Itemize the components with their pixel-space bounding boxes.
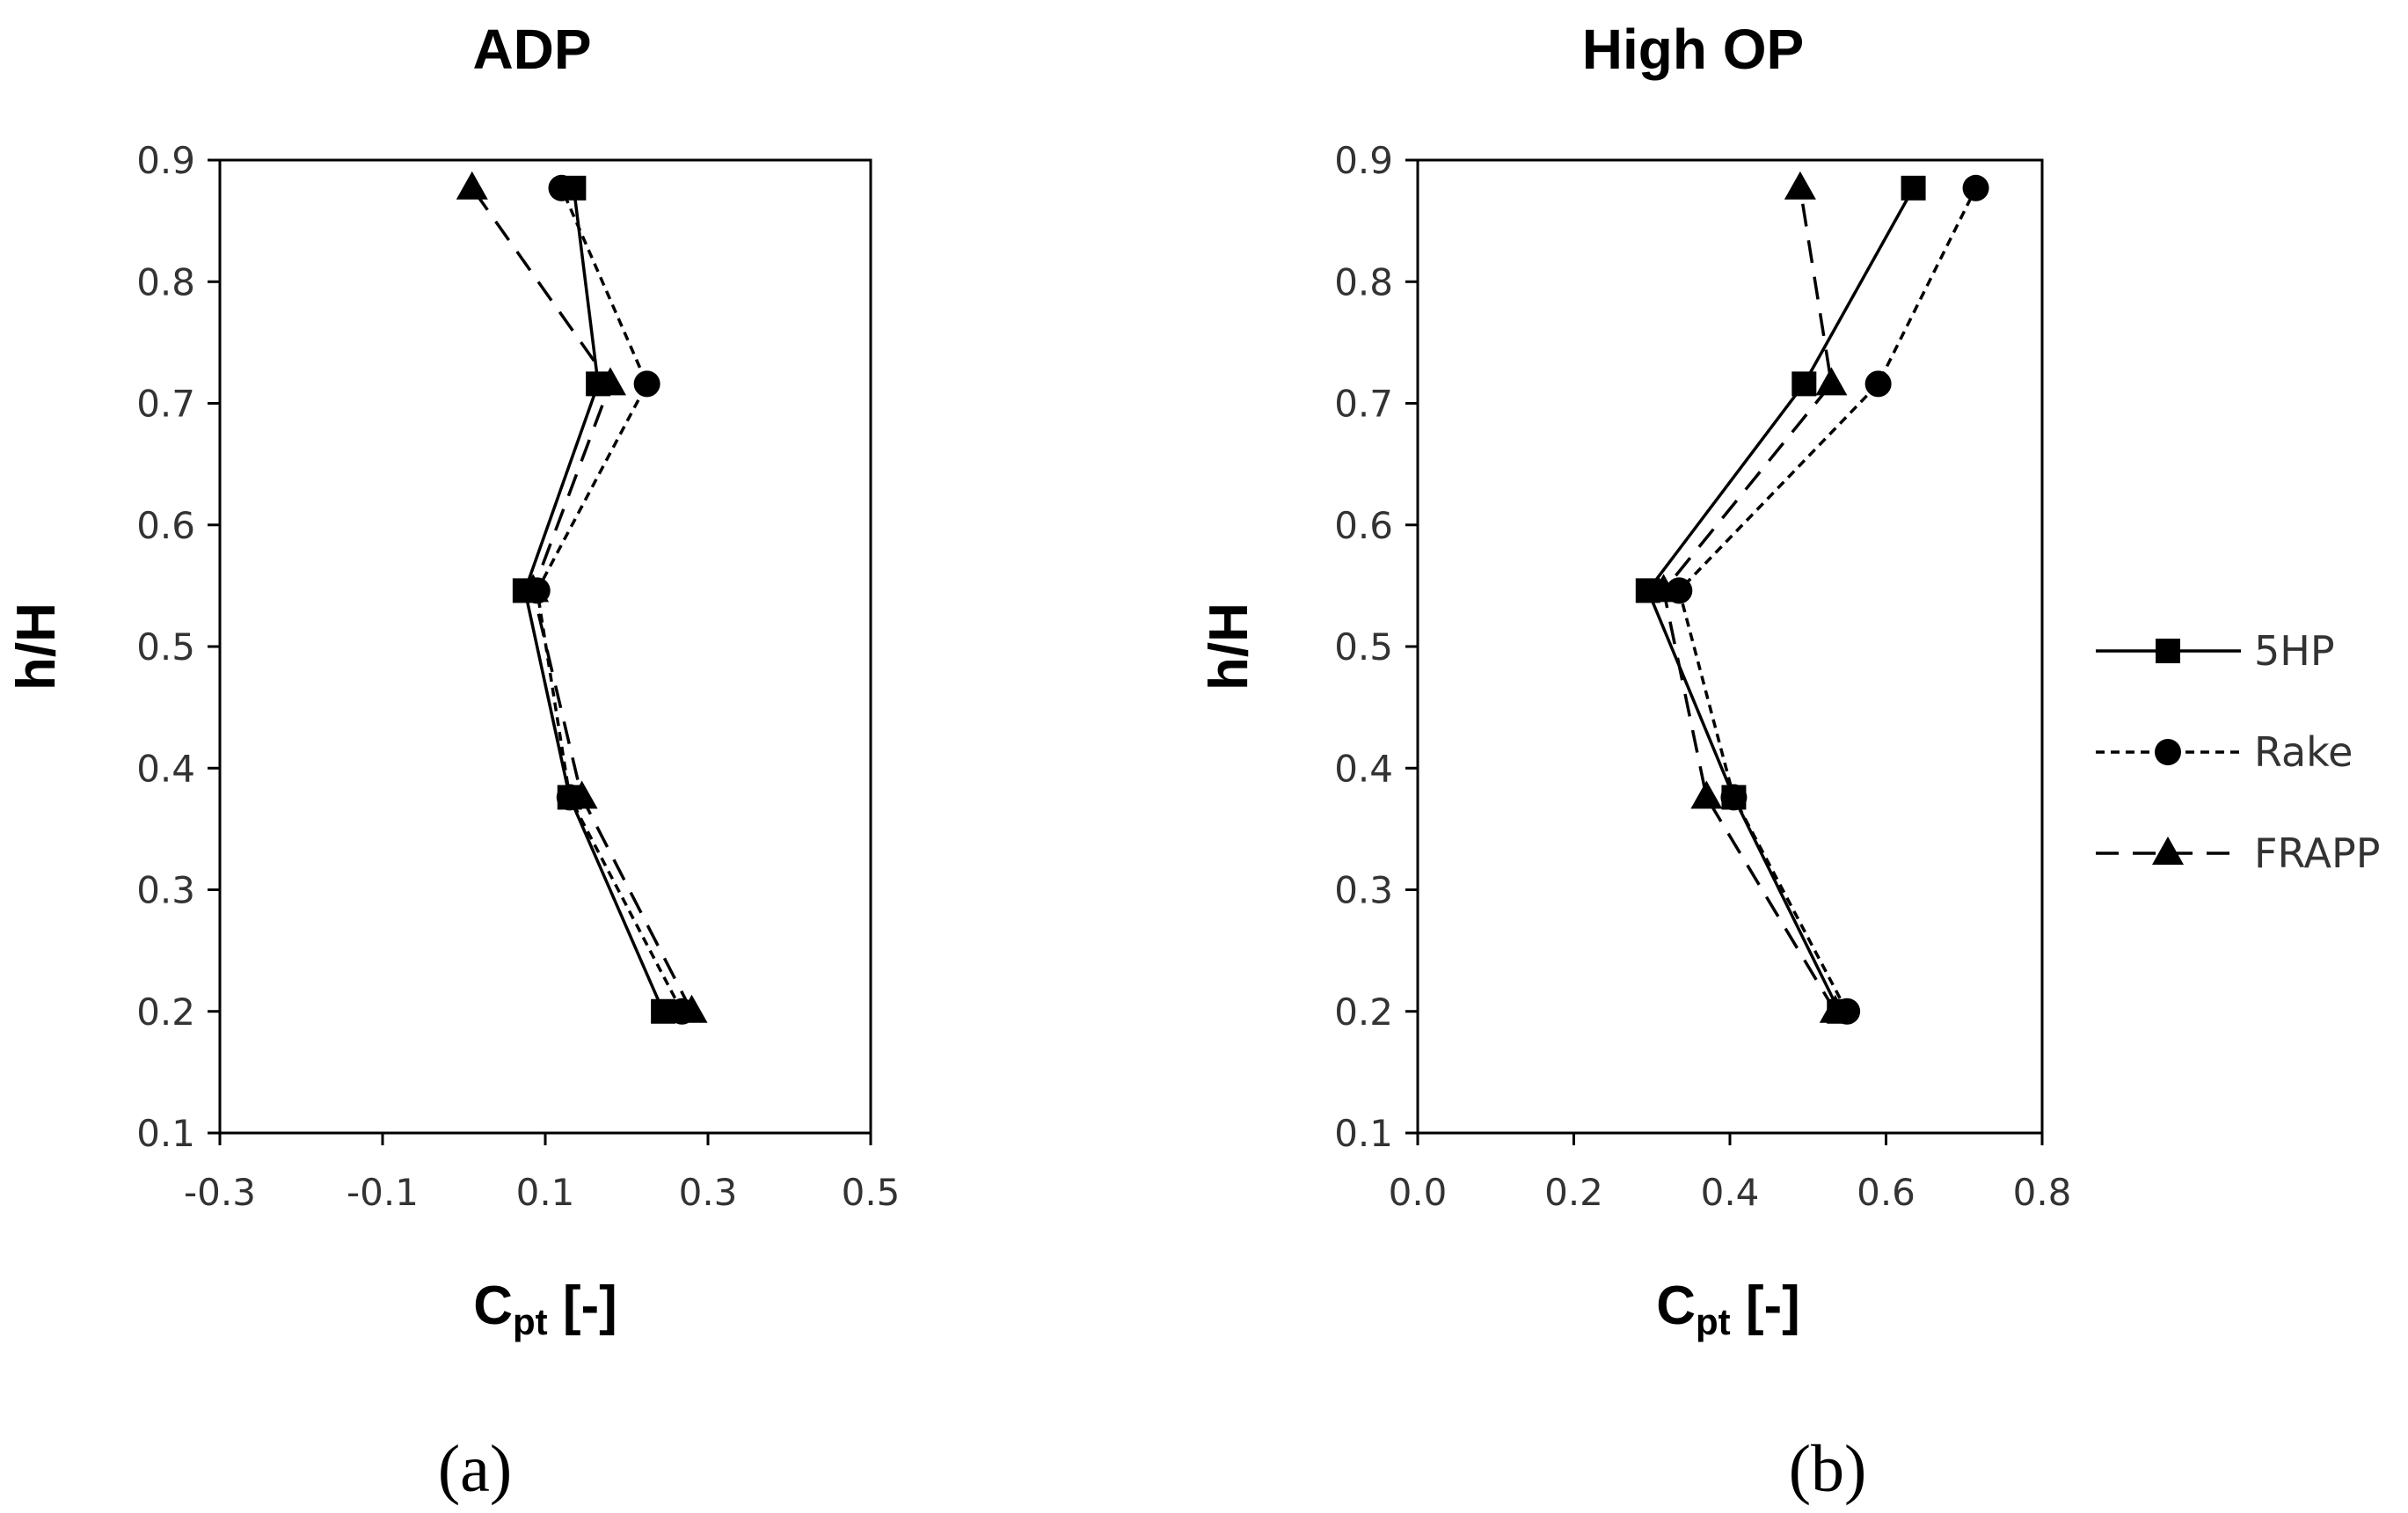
y-tick-label: 0.4	[1334, 747, 1393, 790]
legend-marker-frapp	[2152, 837, 2184, 865]
legend-label-frapp: FRAPP	[2254, 830, 2381, 877]
y-tick-label: 0.9	[1334, 139, 1393, 182]
chart-high-op: High OP 0.1 0.2 0.3 0.4 0.5 0.6 0.7 0.8 0.9 0.0 0…	[1199, 18, 2071, 1506]
y-tick-label: 0.4	[136, 747, 195, 790]
data-point-rake	[1864, 370, 1892, 398]
legend-marker-5hp	[2156, 639, 2180, 663]
legend-label-5hp: 5HP	[2254, 627, 2335, 675]
chart-adp: ADP 0.1 0.2 0.3 0.4 0.5 0.6 0.7 0.8 0.9 -0.3 -0.1…	[6, 18, 900, 1506]
panel-caption-b: (b)	[1789, 1432, 1867, 1506]
data-point-frapp	[1647, 574, 1680, 603]
y-tick-label: 0.3	[1334, 869, 1393, 912]
y-tick-label: 0.3	[136, 869, 195, 912]
data-point-rake	[1720, 784, 1748, 811]
y-tick-label: 0.1	[1334, 1112, 1393, 1155]
y-tick-label: 0.2	[136, 990, 195, 1034]
plot-frame	[1416, 158, 2044, 1135]
chart-title: High OP	[1582, 18, 1804, 81]
x-tick-label: 0.3	[679, 1171, 738, 1214]
legend-marker-rake	[2155, 739, 2181, 765]
y-tick-label: 0.6	[1334, 504, 1393, 547]
legend-label-rake: Rake	[2254, 728, 2353, 776]
panel-caption-a: (a)	[438, 1432, 512, 1506]
y-tick-label: 0.6	[136, 504, 195, 547]
x-tick-label: 0.6	[1857, 1171, 1915, 1214]
x-axis-label: Cpt [-]	[473, 1275, 617, 1342]
data-point-frapp	[675, 994, 708, 1023]
x-tick-label: 0.1	[516, 1171, 575, 1214]
data-point-frapp	[1690, 780, 1723, 809]
y-tick-label: 0.9	[136, 139, 195, 182]
data-point-frapp	[517, 574, 550, 603]
x-tick-label: -0.3	[184, 1171, 256, 1214]
data-point-frapp	[1784, 171, 1816, 200]
data-point-frapp	[566, 780, 598, 809]
y-tick-label: 0.5	[1334, 625, 1393, 669]
plot-frame	[218, 158, 872, 1135]
data-point-rake	[633, 370, 660, 398]
x-tick-label: -0.1	[347, 1171, 419, 1214]
y-axis-label: h/H	[1199, 603, 1259, 691]
chart-title: ADP	[472, 18, 591, 81]
y-tick-label: 0.1	[136, 1112, 195, 1155]
y-tick-label: 0.8	[136, 260, 195, 303]
x-tick-label: 0.8	[2013, 1171, 2072, 1214]
y-axis-label: h/H	[6, 603, 67, 691]
x-tick-label: 0.2	[1544, 1171, 1603, 1214]
data-point-5hp	[1791, 371, 1817, 397]
data-point-rake	[548, 174, 575, 201]
y-tick-label: 0.7	[1334, 383, 1393, 426]
x-axis-label: Cpt [-]	[1656, 1275, 1800, 1342]
x-tick-label: 0.0	[1389, 1171, 1448, 1214]
x-tick-label: 0.4	[1701, 1171, 1760, 1214]
data-point-rake	[1962, 174, 1989, 201]
data-point-5hp	[1901, 175, 1926, 201]
y-tick-label: 0.5	[136, 625, 195, 669]
x-tick-label: 0.5	[842, 1171, 901, 1214]
y-tick-label: 0.7	[136, 383, 195, 426]
legend: 5HP Rake FRAPP	[2096, 627, 2381, 877]
y-tick-label: 0.8	[1334, 260, 1393, 303]
data-point-frapp	[1819, 994, 1851, 1023]
y-tick-label: 0.2	[1334, 990, 1393, 1034]
data-point-frapp	[456, 171, 488, 200]
data-point-frapp	[1815, 367, 1848, 396]
data-point-frapp	[595, 367, 626, 396]
